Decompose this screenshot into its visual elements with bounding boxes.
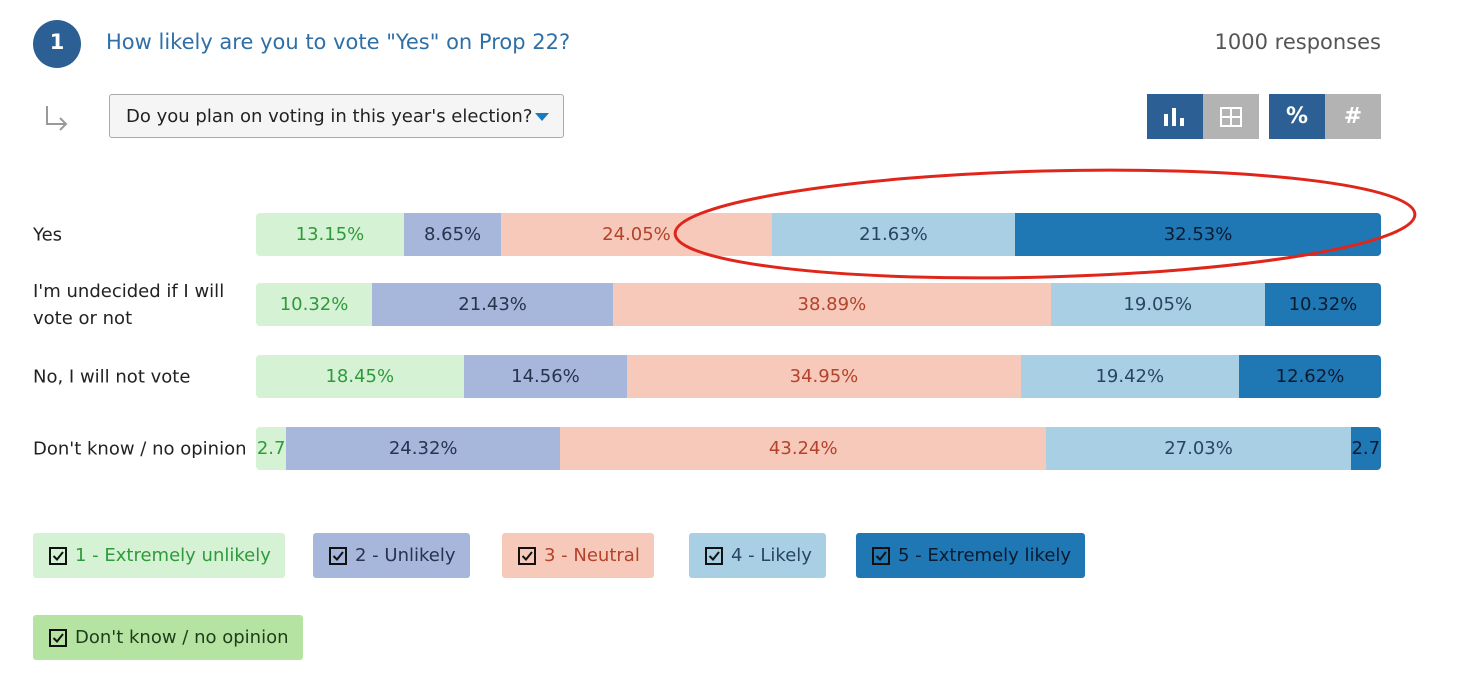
bar-segment: 10.32% bbox=[1264, 283, 1381, 326]
legend-label: Don't know / no opinion bbox=[75, 627, 289, 648]
chart-view-button[interactable] bbox=[1147, 94, 1203, 139]
legend-label: 2 - Unlikely bbox=[355, 545, 456, 566]
row-label: Yes bbox=[33, 224, 63, 245]
bar-segment: 2.7 bbox=[256, 427, 287, 470]
table-view-button[interactable] bbox=[1203, 94, 1259, 139]
bar-segment: 24.05% bbox=[501, 213, 772, 256]
value-label: 19.42% bbox=[1095, 366, 1165, 387]
bar-segment: 19.42% bbox=[1020, 355, 1240, 398]
row-label: No, I will not vote bbox=[33, 366, 191, 387]
legend-item[interactable]: 5 - Extremely likely bbox=[856, 533, 1086, 578]
bar-segment: 24.32% bbox=[286, 427, 560, 470]
bar-segment: 34.95% bbox=[627, 355, 1021, 398]
value-label: 32.53% bbox=[1163, 224, 1233, 245]
legend-item[interactable]: 3 - Neutral bbox=[502, 533, 654, 578]
legend-label: 5 - Extremely likely bbox=[898, 545, 1072, 566]
value-label: 43.24% bbox=[768, 438, 838, 459]
checkbox bbox=[705, 546, 723, 565]
branch-icon bbox=[46, 106, 68, 131]
bar-segment: 43.24% bbox=[560, 427, 1047, 470]
value-label: 18.45% bbox=[325, 366, 395, 387]
checkbox bbox=[49, 546, 67, 565]
bar-segment: 8.65% bbox=[403, 213, 502, 256]
value-label: 2.7 bbox=[256, 438, 286, 459]
bar-segment: 21.43% bbox=[372, 283, 614, 326]
value-label: 13.15% bbox=[295, 224, 365, 245]
value-label: 38.89% bbox=[797, 294, 867, 315]
value-label: 27.03% bbox=[1164, 438, 1233, 459]
value-label: 19.05% bbox=[1123, 294, 1193, 315]
number-badge bbox=[33, 20, 81, 68]
caret bbox=[535, 113, 549, 121]
bar-row: 10.32% 21.43% 38.89% 19.05% 10.32% bbox=[256, 283, 1381, 326]
filter-dropdown[interactable]: Do you plan on voting in this year's ele… bbox=[109, 94, 564, 138]
value-label: 24.32% bbox=[388, 438, 458, 459]
question-number: 1 bbox=[49, 30, 65, 54]
legend-item[interactable]: 2 - Unlikely bbox=[313, 533, 470, 578]
bar-segment: 21.63% bbox=[771, 213, 1016, 256]
count-button[interactable]: # bbox=[1325, 94, 1381, 139]
legend-item[interactable]: 1 - Extremely unlikely bbox=[33, 533, 285, 578]
filter-label: Do you plan on voting in this year's ele… bbox=[126, 105, 533, 127]
row-label: Don't know / no opinion bbox=[33, 438, 247, 459]
bar-segment: 19.05% bbox=[1050, 283, 1265, 326]
value-label: 14.56% bbox=[511, 366, 580, 387]
value-label: 34.95% bbox=[789, 366, 859, 387]
bar-segment: 38.89% bbox=[613, 283, 1051, 326]
value-label: 10.32% bbox=[279, 294, 349, 315]
checkbox bbox=[872, 546, 890, 565]
bar-segment: 18.45% bbox=[256, 355, 464, 398]
value-label: 24.05% bbox=[602, 224, 671, 245]
response-count: 1000 responses bbox=[1214, 30, 1381, 54]
value-label: 8.65% bbox=[423, 224, 482, 245]
value-label: 10.32% bbox=[1288, 294, 1358, 315]
bar-segment: 27.03% bbox=[1046, 427, 1351, 470]
value-label: 12.62% bbox=[1275, 366, 1345, 387]
question-title: How likely are you to vote "Yes" on Prop… bbox=[106, 30, 571, 54]
legend-item[interactable]: Don't know / no opinion bbox=[33, 615, 303, 660]
value-label: 21.63% bbox=[859, 224, 928, 245]
bar-segment: 32.53% bbox=[1015, 213, 1381, 256]
bar-row: 18.45% 14.56% 34.95% 19.42% 12.62% bbox=[256, 355, 1381, 398]
value-label: 2.7 bbox=[1351, 438, 1381, 459]
bar-row: 13.15% 8.65% 24.05% 21.63% 32.53% bbox=[256, 213, 1381, 256]
bar-segment: 13.15% bbox=[256, 213, 404, 256]
legend-label: 3 - Neutral bbox=[544, 545, 640, 566]
bar-segment: 12.62% bbox=[1239, 355, 1381, 398]
bar-segment: 2.7 bbox=[1350, 427, 1381, 470]
checkbox bbox=[49, 628, 67, 647]
row-label: I'm undecided if I will vote or not bbox=[33, 280, 225, 329]
checkbox bbox=[329, 546, 347, 565]
value-label: 21.43% bbox=[458, 294, 527, 315]
percent-button[interactable]: % bbox=[1269, 94, 1325, 139]
bar-segment: 14.56% bbox=[463, 355, 628, 398]
legend-item[interactable]: 4 - Likely bbox=[689, 533, 826, 578]
legend-label: 4 - Likely bbox=[731, 545, 812, 566]
bar-row: 2.7 24.32% 43.24% 27.03% 2.7 bbox=[256, 427, 1381, 470]
bar-segment: 10.32% bbox=[256, 283, 373, 326]
checkbox bbox=[518, 546, 536, 565]
legend-label: 1 - Extremely unlikely bbox=[75, 545, 271, 566]
